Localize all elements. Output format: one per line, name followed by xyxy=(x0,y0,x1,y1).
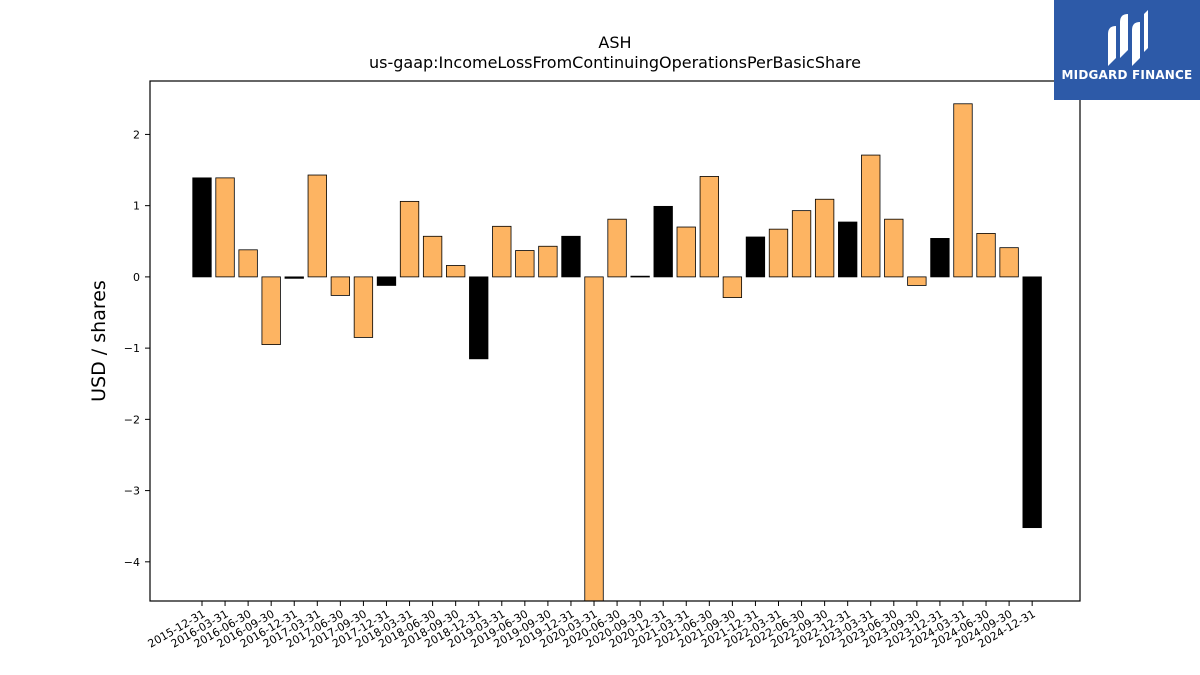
bar-2018-09-30 xyxy=(446,265,466,278)
y-tick-label: 1 xyxy=(133,200,140,213)
bar-2020-03-31 xyxy=(584,276,604,602)
bar-2017-12-31 xyxy=(376,276,397,286)
bar-2024-03-31 xyxy=(953,103,973,278)
brand-logo-icon xyxy=(1108,10,1148,66)
bar-2020-06-30 xyxy=(607,218,627,278)
y-tick-label: −4 xyxy=(124,556,140,569)
bar-2018-03-31 xyxy=(399,200,420,278)
y-tick-label: −2 xyxy=(124,413,140,426)
y-axis-label: USD / shares xyxy=(88,280,110,402)
y-tick-label: −1 xyxy=(124,342,140,355)
bar-2024-06-30 xyxy=(976,233,996,278)
chart-subtitle: us-gaap:IncomeLossFromContinuingOperatio… xyxy=(369,53,861,72)
y-tick-label: 0 xyxy=(133,271,140,284)
bar-2016-03-31 xyxy=(215,177,235,278)
bar-2022-06-30 xyxy=(791,210,812,278)
bar-2016-12-31 xyxy=(284,276,304,279)
brand-logo: MIDGARD FINANCE xyxy=(1054,0,1200,100)
bar-2022-12-31 xyxy=(838,221,858,278)
chart-title: ASH xyxy=(598,33,631,52)
y-tick-label: −3 xyxy=(124,485,140,498)
bar-2023-03-31 xyxy=(861,154,881,278)
bar-2022-03-31 xyxy=(768,228,789,278)
bar-2018-06-30 xyxy=(422,235,443,278)
plot-frame xyxy=(149,80,1081,602)
bar-2019-09-30 xyxy=(538,245,558,278)
y-ticks-group: −4 −3 −2 −1 0 1 2 xyxy=(124,128,150,569)
bar-2016-09-30 xyxy=(261,276,281,345)
bar-2017-06-30 xyxy=(330,276,351,296)
bar-2015-12-31 xyxy=(192,177,212,278)
bar-2022-09-30 xyxy=(814,198,835,278)
bar-2020-09-30 xyxy=(630,275,650,278)
bar-2018-12-31 xyxy=(469,276,489,360)
bar-2024-09-30 xyxy=(999,247,1019,278)
bar-2017-09-30 xyxy=(353,276,374,338)
bars-group xyxy=(192,103,1042,602)
brand-name: MIDGARD FINANCE xyxy=(1061,68,1193,82)
bar-2023-06-30 xyxy=(884,218,904,278)
bar-2016-06-30 xyxy=(238,249,258,278)
bar-2019-03-31 xyxy=(492,225,512,278)
x-ticks-group: 2015-12-312016-03-312016-06-302016-09-30… xyxy=(146,601,1038,651)
bar-2021-09-30 xyxy=(722,276,743,298)
y-tick-label: 2 xyxy=(133,128,140,141)
bar-2023-12-31 xyxy=(930,238,950,278)
bar-2023-09-30 xyxy=(907,276,927,286)
bar-2020-12-31 xyxy=(653,205,673,278)
bar-2021-12-31 xyxy=(745,236,766,278)
bar-2017-03-31 xyxy=(307,174,327,278)
bar-2021-06-30 xyxy=(699,176,719,278)
bar-2019-12-31 xyxy=(561,235,581,278)
bar-2021-03-31 xyxy=(676,226,696,278)
bar-2024-12-31 xyxy=(1022,276,1042,529)
bar-2019-06-30 xyxy=(515,250,535,278)
